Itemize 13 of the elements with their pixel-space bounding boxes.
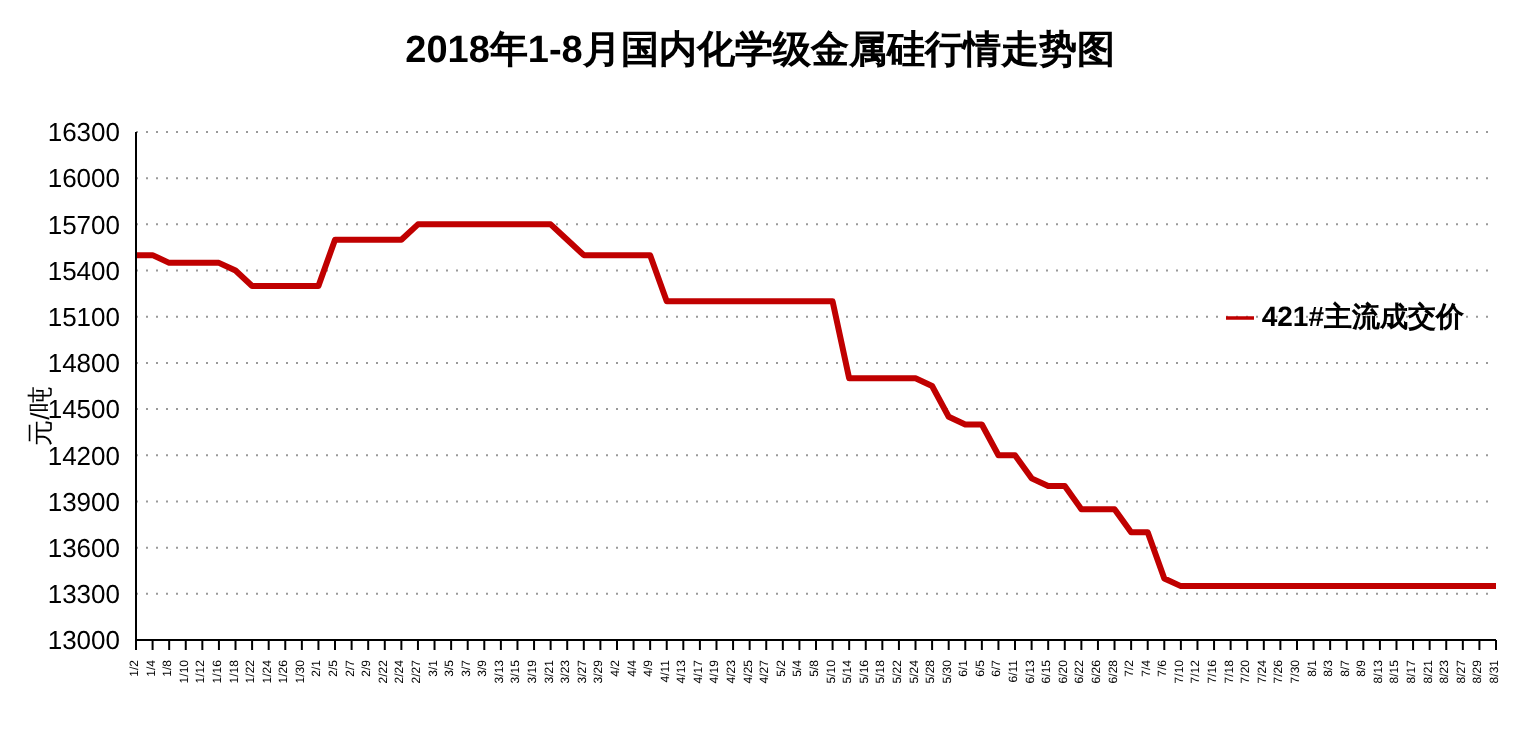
y-tick-label: 15700 [47,209,120,240]
y-tick-label: 16000 [47,163,120,194]
y-tick-label: 16300 [47,117,120,148]
line-series [133,221,1499,590]
chart-title: 2018年1-8月国内化学级金属硅行情走势图 [403,27,1117,76]
y-tick-label: 15400 [47,255,120,286]
y-tick-label: 14800 [47,348,120,379]
y-tick-label: 13300 [47,579,120,610]
y-tick-label: 13600 [47,532,120,563]
legend-label: 421#主流成交价 [1261,300,1464,332]
y-tick-label: 13000 [47,625,120,656]
y-tick-label: 13900 [47,486,120,517]
y-tick-label: 15100 [47,301,120,332]
